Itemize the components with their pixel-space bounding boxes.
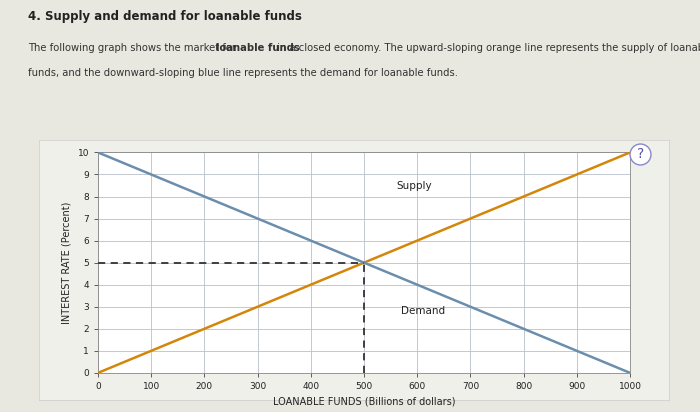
X-axis label: LOANABLE FUNDS (Billions of dollars): LOANABLE FUNDS (Billions of dollars) (273, 396, 455, 407)
Text: Supply: Supply (396, 180, 431, 190)
Text: loanable funds: loanable funds (216, 43, 300, 53)
Text: funds, and the downward-sloping blue line represents the demand for loanable fun: funds, and the downward-sloping blue lin… (28, 68, 458, 78)
Text: ?: ? (637, 147, 644, 162)
Text: 4. Supply and demand for loanable funds: 4. Supply and demand for loanable funds (28, 10, 302, 23)
Y-axis label: INTEREST RATE (Percent): INTEREST RATE (Percent) (62, 201, 72, 324)
Text: Demand: Demand (401, 306, 445, 316)
Text: in a closed economy. The upward-sloping orange line represents the supply of loa: in a closed economy. The upward-sloping … (274, 43, 700, 53)
Text: The following graph shows the market for: The following graph shows the market for (28, 43, 239, 53)
